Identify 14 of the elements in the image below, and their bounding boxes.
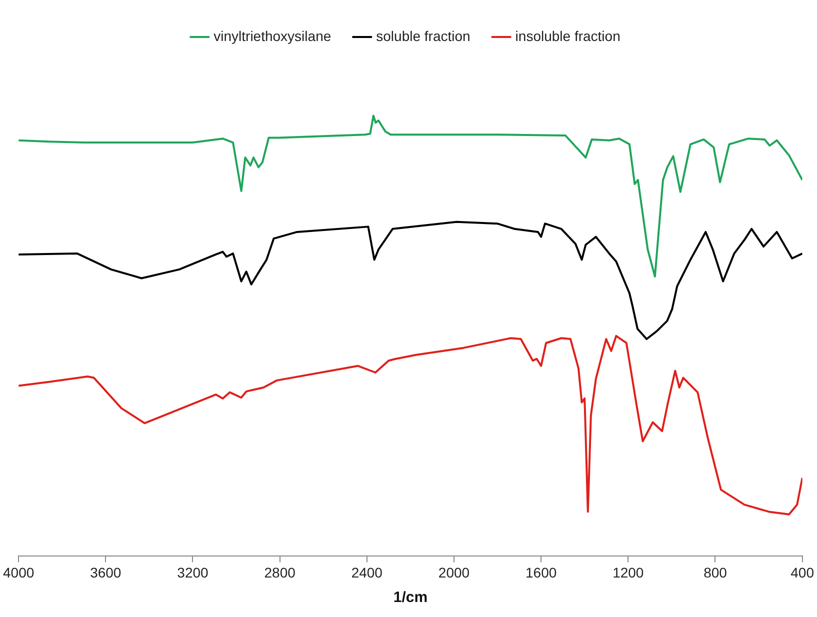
x-tick-label: 400	[790, 564, 814, 580]
legend-label: vinyltriethoxysilane	[214, 28, 332, 44]
x-tick-label: 3600	[90, 564, 122, 580]
x-tick-label: 2400	[351, 564, 383, 580]
x-tick-label: 2800	[264, 564, 296, 580]
x-tick-label: 4000	[2, 564, 34, 580]
x-tick-label: 800	[704, 564, 728, 580]
x-tick-label: 1600	[525, 564, 557, 580]
x-tick-label: 2000	[438, 564, 470, 580]
x-tick-label: 1200	[612, 564, 644, 580]
legend-label: soluble fraction	[376, 28, 470, 44]
x-axis-title: 1/cm	[393, 589, 428, 606]
legend-label: insoluble fraction	[515, 28, 620, 44]
x-tick-label: 3200	[177, 564, 209, 580]
